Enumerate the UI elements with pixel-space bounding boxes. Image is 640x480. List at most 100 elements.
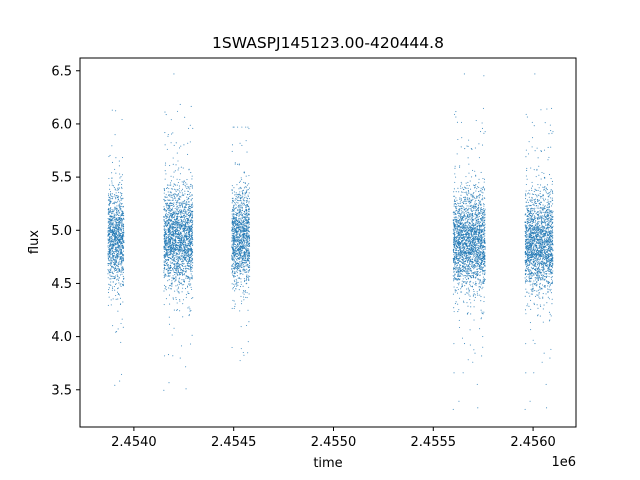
data-point <box>471 205 473 207</box>
data-point <box>184 193 186 195</box>
data-point <box>179 205 181 207</box>
data-point <box>120 341 122 343</box>
data-point <box>166 202 168 204</box>
data-point <box>120 227 122 229</box>
data-point <box>165 194 167 196</box>
data-point <box>243 240 245 242</box>
data-point <box>116 249 118 251</box>
data-point <box>118 219 120 221</box>
data-point <box>164 273 166 275</box>
data-point <box>177 207 179 209</box>
data-point <box>236 272 238 274</box>
data-point <box>482 178 484 180</box>
data-point <box>118 206 120 208</box>
data-point <box>165 114 167 116</box>
data-point <box>107 277 109 279</box>
data-point <box>241 205 243 207</box>
data-point <box>248 277 250 279</box>
data-point <box>185 271 187 273</box>
data-point <box>244 227 246 229</box>
data-point <box>241 243 243 245</box>
data-point <box>239 204 241 206</box>
data-point <box>248 223 251 225</box>
data-point <box>176 110 179 112</box>
data-point <box>246 292 248 294</box>
data-point <box>175 276 177 278</box>
data-point <box>167 220 169 222</box>
data-point <box>248 187 251 189</box>
data-point <box>174 214 176 216</box>
data-point <box>115 262 117 264</box>
data-point <box>173 260 175 262</box>
data-point <box>122 258 124 260</box>
data-point <box>163 272 165 274</box>
data-point <box>174 237 176 239</box>
data-point <box>171 262 173 264</box>
data-point <box>179 277 181 279</box>
data-point <box>108 289 110 291</box>
data-point <box>231 218 233 220</box>
data-point <box>190 243 192 245</box>
data-point <box>113 245 115 247</box>
data-point <box>119 253 122 255</box>
data-point <box>184 199 186 202</box>
data-point <box>122 284 124 286</box>
data-point <box>122 212 125 214</box>
data-point <box>168 287 170 289</box>
data-point <box>117 265 119 267</box>
data-point <box>479 221 481 223</box>
data-point <box>111 250 114 252</box>
data-point <box>176 200 178 202</box>
data-point <box>234 203 236 205</box>
data-point <box>467 181 469 183</box>
data-point <box>165 203 167 205</box>
data-point <box>178 280 180 282</box>
data-point <box>474 198 476 200</box>
data-point <box>244 247 246 249</box>
data-point <box>246 258 248 260</box>
data-point <box>117 188 119 190</box>
data-point <box>239 273 241 275</box>
data-point <box>170 247 172 250</box>
data-point <box>169 245 171 247</box>
data-point <box>243 204 245 206</box>
data-point <box>112 273 114 275</box>
data-point <box>239 228 241 230</box>
data-point <box>476 210 478 212</box>
data-point <box>119 227 121 229</box>
data-point <box>181 291 183 293</box>
data-point <box>233 275 235 278</box>
data-point <box>472 169 474 171</box>
data-point <box>117 187 119 189</box>
data-point <box>189 192 191 194</box>
data-point <box>111 230 113 232</box>
data-point <box>460 275 462 277</box>
data-point <box>165 258 167 261</box>
data-point <box>235 204 237 206</box>
data-point <box>175 262 177 264</box>
data-point <box>243 181 245 183</box>
data-point <box>115 263 117 265</box>
data-point <box>163 264 165 266</box>
data-point <box>238 220 240 223</box>
data-point <box>243 243 245 246</box>
data-point <box>171 251 173 253</box>
data-point <box>468 272 470 275</box>
data-point <box>170 262 172 264</box>
data-point <box>164 243 166 245</box>
data-point <box>172 216 174 218</box>
data-point <box>112 258 114 260</box>
data-point <box>241 214 243 216</box>
data-point <box>172 252 174 254</box>
data-point <box>185 256 187 258</box>
data-point <box>245 235 247 237</box>
data-point <box>191 211 193 213</box>
data-point <box>112 243 114 245</box>
data-point <box>119 297 121 299</box>
data-point <box>178 194 180 196</box>
data-point <box>117 199 119 201</box>
data-point <box>114 168 116 170</box>
data-point <box>241 230 243 232</box>
data-point <box>235 246 237 248</box>
data-point <box>186 243 188 245</box>
